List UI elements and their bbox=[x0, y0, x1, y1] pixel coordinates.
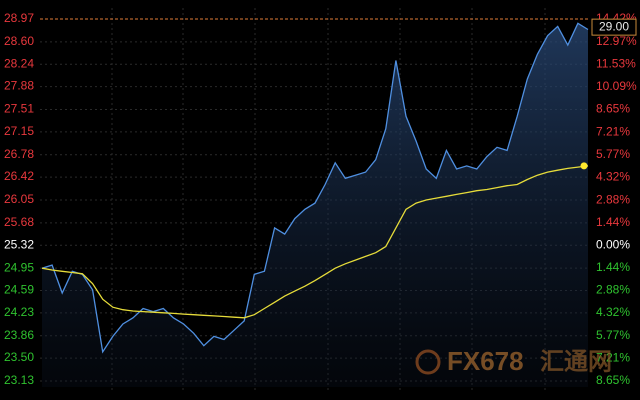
last-price-label: 29.00 bbox=[599, 19, 629, 33]
y2-tick-label: 8.65% bbox=[596, 102, 630, 116]
y-tick-label: 26.05 bbox=[4, 192, 34, 206]
y2-tick-label: 1.44% bbox=[596, 260, 630, 274]
y2-tick-label: 4.32% bbox=[596, 170, 630, 184]
y-tick-label: 25.32 bbox=[4, 237, 34, 251]
y2-tick-label: 1.44% bbox=[596, 215, 630, 229]
y2-tick-label: 4.32% bbox=[596, 305, 630, 319]
y2-tick-label: 11.53% bbox=[596, 57, 636, 71]
average-end-dot bbox=[580, 162, 588, 170]
y2-tick-label: 10.09% bbox=[596, 79, 637, 93]
y2-tick-label: 2.88% bbox=[596, 192, 630, 206]
y2-tick-label: 5.77% bbox=[596, 147, 630, 161]
y2-tick-label: 0.00% bbox=[596, 237, 630, 251]
y2-tick-label: 7.21% bbox=[596, 124, 630, 138]
y2-tick-label: 12.97% bbox=[596, 34, 637, 48]
average-line bbox=[41, 165, 589, 319]
y2-tick-label: 7.21% bbox=[596, 351, 630, 365]
y-tick-label: 26.42 bbox=[4, 169, 34, 183]
y2-tick-label: 8.65% bbox=[596, 373, 630, 387]
watermark-logo bbox=[415, 349, 441, 375]
watermark-text: 汇通网 bbox=[540, 348, 612, 375]
y-tick-label: 27.15 bbox=[4, 124, 34, 138]
y-tick-label: 28.60 bbox=[4, 34, 34, 48]
watermark-text: FX678 bbox=[447, 346, 524, 376]
y2-tick-label: 5.77% bbox=[596, 328, 630, 342]
y-tick-label: 27.88 bbox=[4, 79, 34, 93]
last-price-box bbox=[591, 18, 637, 36]
y-tick-label: 25.68 bbox=[4, 215, 34, 229]
y-tick-label: 24.59 bbox=[4, 283, 34, 297]
y-tick-label: 28.24 bbox=[4, 56, 34, 70]
y-tick-label: 27.51 bbox=[4, 102, 34, 116]
y-tick-label: 23.50 bbox=[4, 350, 34, 364]
price-line bbox=[41, 22, 589, 354]
y-tick-label: 23.86 bbox=[4, 328, 34, 342]
y-tick-label: 24.23 bbox=[4, 305, 34, 319]
price-area bbox=[42, 23, 588, 388]
y-tick-label: 28.97 bbox=[4, 11, 34, 25]
y-tick-label: 24.95 bbox=[4, 260, 34, 274]
y2-tick-label: 2.88% bbox=[596, 283, 630, 297]
y-tick-label: 23.13 bbox=[4, 373, 34, 387]
y-tick-label: 26.78 bbox=[4, 147, 34, 161]
